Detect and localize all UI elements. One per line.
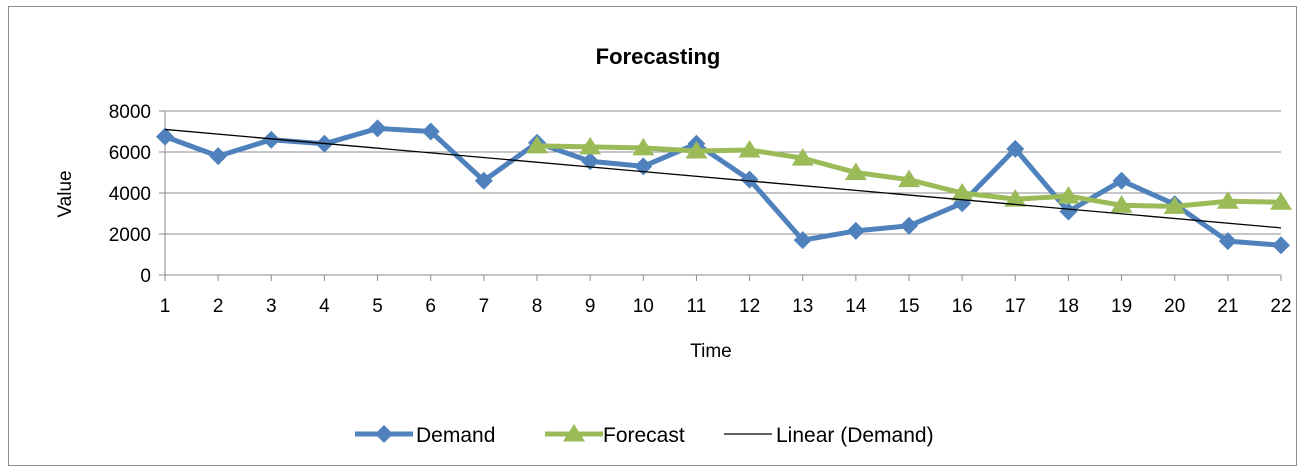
data-point-triangle	[1163, 196, 1186, 214]
data-point-diamond	[209, 147, 228, 166]
y-tick-label: 8000	[109, 102, 151, 123]
x-tick-label: 12	[739, 296, 760, 317]
x-axis-title: Time	[690, 341, 732, 362]
data-point-triangle	[1057, 186, 1080, 204]
x-tick-label: 16	[952, 296, 973, 317]
x-tick-label: 5	[372, 296, 383, 317]
x-tick-label: 11	[687, 296, 707, 317]
y-tick-label: 4000	[109, 184, 151, 205]
x-tick-labels: 1 2 3 4 5 6 7 8 9 10 11 12 13 14 15 16 17 18 19 20 21 22	[160, 296, 1292, 317]
trendline	[164, 128, 1282, 229]
x-tick-label: 21	[1217, 296, 1238, 317]
data-point-diamond	[1272, 236, 1290, 255]
data-point-diamond	[740, 170, 759, 189]
x-tick-label: 15	[898, 296, 919, 317]
x-tick-label: 3	[266, 296, 277, 317]
x-tick-label: 20	[1164, 296, 1185, 317]
series-layer	[156, 119, 1292, 255]
series-forecast	[526, 135, 1292, 214]
y-axis-title: Value	[55, 170, 76, 217]
x-tick-label: 10	[633, 296, 654, 317]
data-point-diamond	[1218, 232, 1237, 251]
data-point-diamond	[262, 130, 281, 149]
data-point-triangle	[685, 140, 708, 159]
data-point-triangle	[738, 139, 761, 158]
x-tick-label: 13	[792, 296, 813, 317]
data-point-diamond	[368, 119, 387, 138]
legend-label: Forecast	[603, 424, 685, 447]
y-tick-label: 6000	[109, 143, 151, 164]
x-tick-label: 8	[532, 296, 543, 317]
data-point-triangle	[526, 135, 548, 154]
y-tick-label: 0	[140, 266, 151, 287]
data-point-triangle	[1004, 189, 1027, 207]
x-tick-label: 2	[213, 296, 224, 317]
series-line	[164, 125, 1282, 248]
data-point-diamond	[421, 122, 440, 141]
x-tick-label: 6	[425, 296, 436, 317]
data-point-diamond	[793, 231, 812, 250]
data-point-diamond	[1112, 171, 1131, 190]
x-tick-label: 7	[479, 296, 490, 317]
x-tick-label: 22	[1270, 296, 1291, 317]
data-point-diamond	[1006, 139, 1025, 158]
x-tick-label: 4	[319, 296, 330, 317]
data-point-triangle	[844, 162, 867, 180]
data-point-triangle	[632, 137, 655, 156]
data-point-diamond	[581, 152, 600, 171]
legend-item: Forecast	[545, 424, 685, 447]
data-point-diamond	[156, 127, 174, 146]
data-point-triangle	[951, 183, 974, 201]
series-linear-demand	[164, 128, 1282, 229]
data-point-triangle	[1270, 192, 1292, 210]
legend-marker-diamond	[375, 425, 393, 443]
y-tick-label: 2000	[109, 225, 151, 246]
data-point-diamond	[846, 221, 865, 240]
legend-label: Linear (Demand)	[776, 424, 934, 447]
x-tick-label: 19	[1111, 296, 1132, 317]
data-point-triangle	[579, 136, 602, 155]
gridlines	[165, 110, 1281, 235]
x-tick-label: 14	[845, 296, 867, 317]
legend-item: Linear (Demand)	[724, 424, 934, 447]
data-point-triangle	[791, 148, 814, 166]
x-tick-label: 1	[160, 296, 171, 317]
x-tick-label: 9	[585, 296, 596, 317]
x-tick-label: 18	[1058, 296, 1079, 317]
legend-marker-triangle	[563, 424, 585, 442]
x-tick-label: 17	[1005, 296, 1026, 317]
legend-label: Demand	[416, 424, 495, 447]
legend: Demand Forecast Linear (Demand)	[355, 424, 934, 447]
axes	[159, 110, 1282, 281]
data-point-triangle	[1110, 195, 1133, 213]
data-point-triangle	[1216, 191, 1239, 209]
data-point-diamond	[1059, 202, 1078, 221]
chart-title: Forecasting	[596, 44, 721, 69]
data-point-diamond	[474, 171, 493, 190]
y-tick-labels: 0 2000 4000 6000 8000	[109, 102, 151, 287]
data-point-triangle	[898, 169, 920, 188]
legend-item: Demand	[355, 424, 495, 447]
data-point-diamond	[900, 216, 918, 235]
